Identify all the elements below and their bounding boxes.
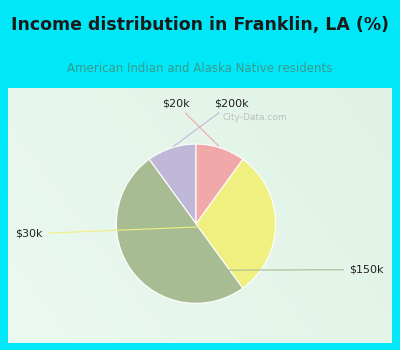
Text: Income distribution in Franklin, LA (%): Income distribution in Franklin, LA (%) [11, 16, 389, 34]
Wedge shape [196, 159, 276, 288]
Text: $30k: $30k [15, 224, 273, 239]
Wedge shape [196, 144, 243, 224]
Text: $200k: $200k [174, 98, 249, 146]
Text: $20k: $20k [162, 98, 219, 146]
Text: American Indian and Alaska Native residents: American Indian and Alaska Native reside… [67, 62, 333, 75]
Wedge shape [116, 159, 243, 303]
Wedge shape [149, 144, 196, 224]
Text: $150k: $150k [134, 265, 384, 275]
Text: City-Data.com: City-Data.com [222, 113, 287, 122]
